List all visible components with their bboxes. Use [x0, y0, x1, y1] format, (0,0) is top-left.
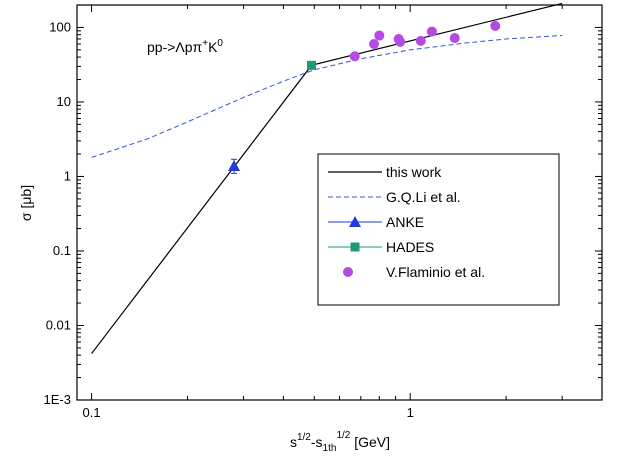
- legend-label-4: V.Flaminio et al.: [386, 264, 485, 280]
- series-4-point: [415, 35, 426, 46]
- series-3-point: [306, 60, 316, 70]
- series-4-point: [349, 51, 360, 62]
- y-tick-label: 100: [49, 19, 71, 34]
- y-tick-label: 0.01: [46, 317, 71, 332]
- series-4-point: [374, 30, 385, 41]
- y-axis-label: σ [μb]: [18, 185, 34, 221]
- legend-label-0: this work: [386, 164, 442, 180]
- y-tick-label: 1: [64, 168, 71, 183]
- legend-label-3: HADES: [386, 239, 434, 255]
- series-layer: [91, 2, 563, 354]
- reaction-annotation: pp->Λpπ+K0: [147, 38, 223, 55]
- series-2-point: [228, 160, 241, 172]
- series-4-point: [426, 26, 437, 37]
- series-4-point: [490, 20, 501, 31]
- series-4-point: [449, 33, 460, 44]
- legend: this work G.Q.Li et al. ANKE HADES V.Flamini…: [317, 153, 560, 306]
- legend-sample-2: [349, 216, 361, 227]
- series-4-point: [395, 36, 406, 47]
- legend-sample-4: [343, 267, 353, 277]
- legend-box: [317, 153, 560, 306]
- legend-sample-3: [350, 242, 360, 252]
- ticks-layer: 1E-3 0.01 0.1 1 10 100 0.1 1: [44, 4, 603, 420]
- y-tick-label: 0.1: [53, 243, 71, 258]
- x-tick-label: 0.1: [83, 405, 101, 420]
- series-4-point: [369, 38, 380, 49]
- y-tick-label: 10: [57, 94, 71, 109]
- legend-label-2: ANKE: [386, 214, 424, 230]
- x-axis-label: s1/2-s1th1/2 [GeV]: [290, 430, 390, 454]
- y-tick-label: 1E-3: [44, 392, 71, 407]
- x-tick-label: 1: [407, 405, 414, 420]
- legend-label-1: G.Q.Li et al.: [386, 189, 461, 205]
